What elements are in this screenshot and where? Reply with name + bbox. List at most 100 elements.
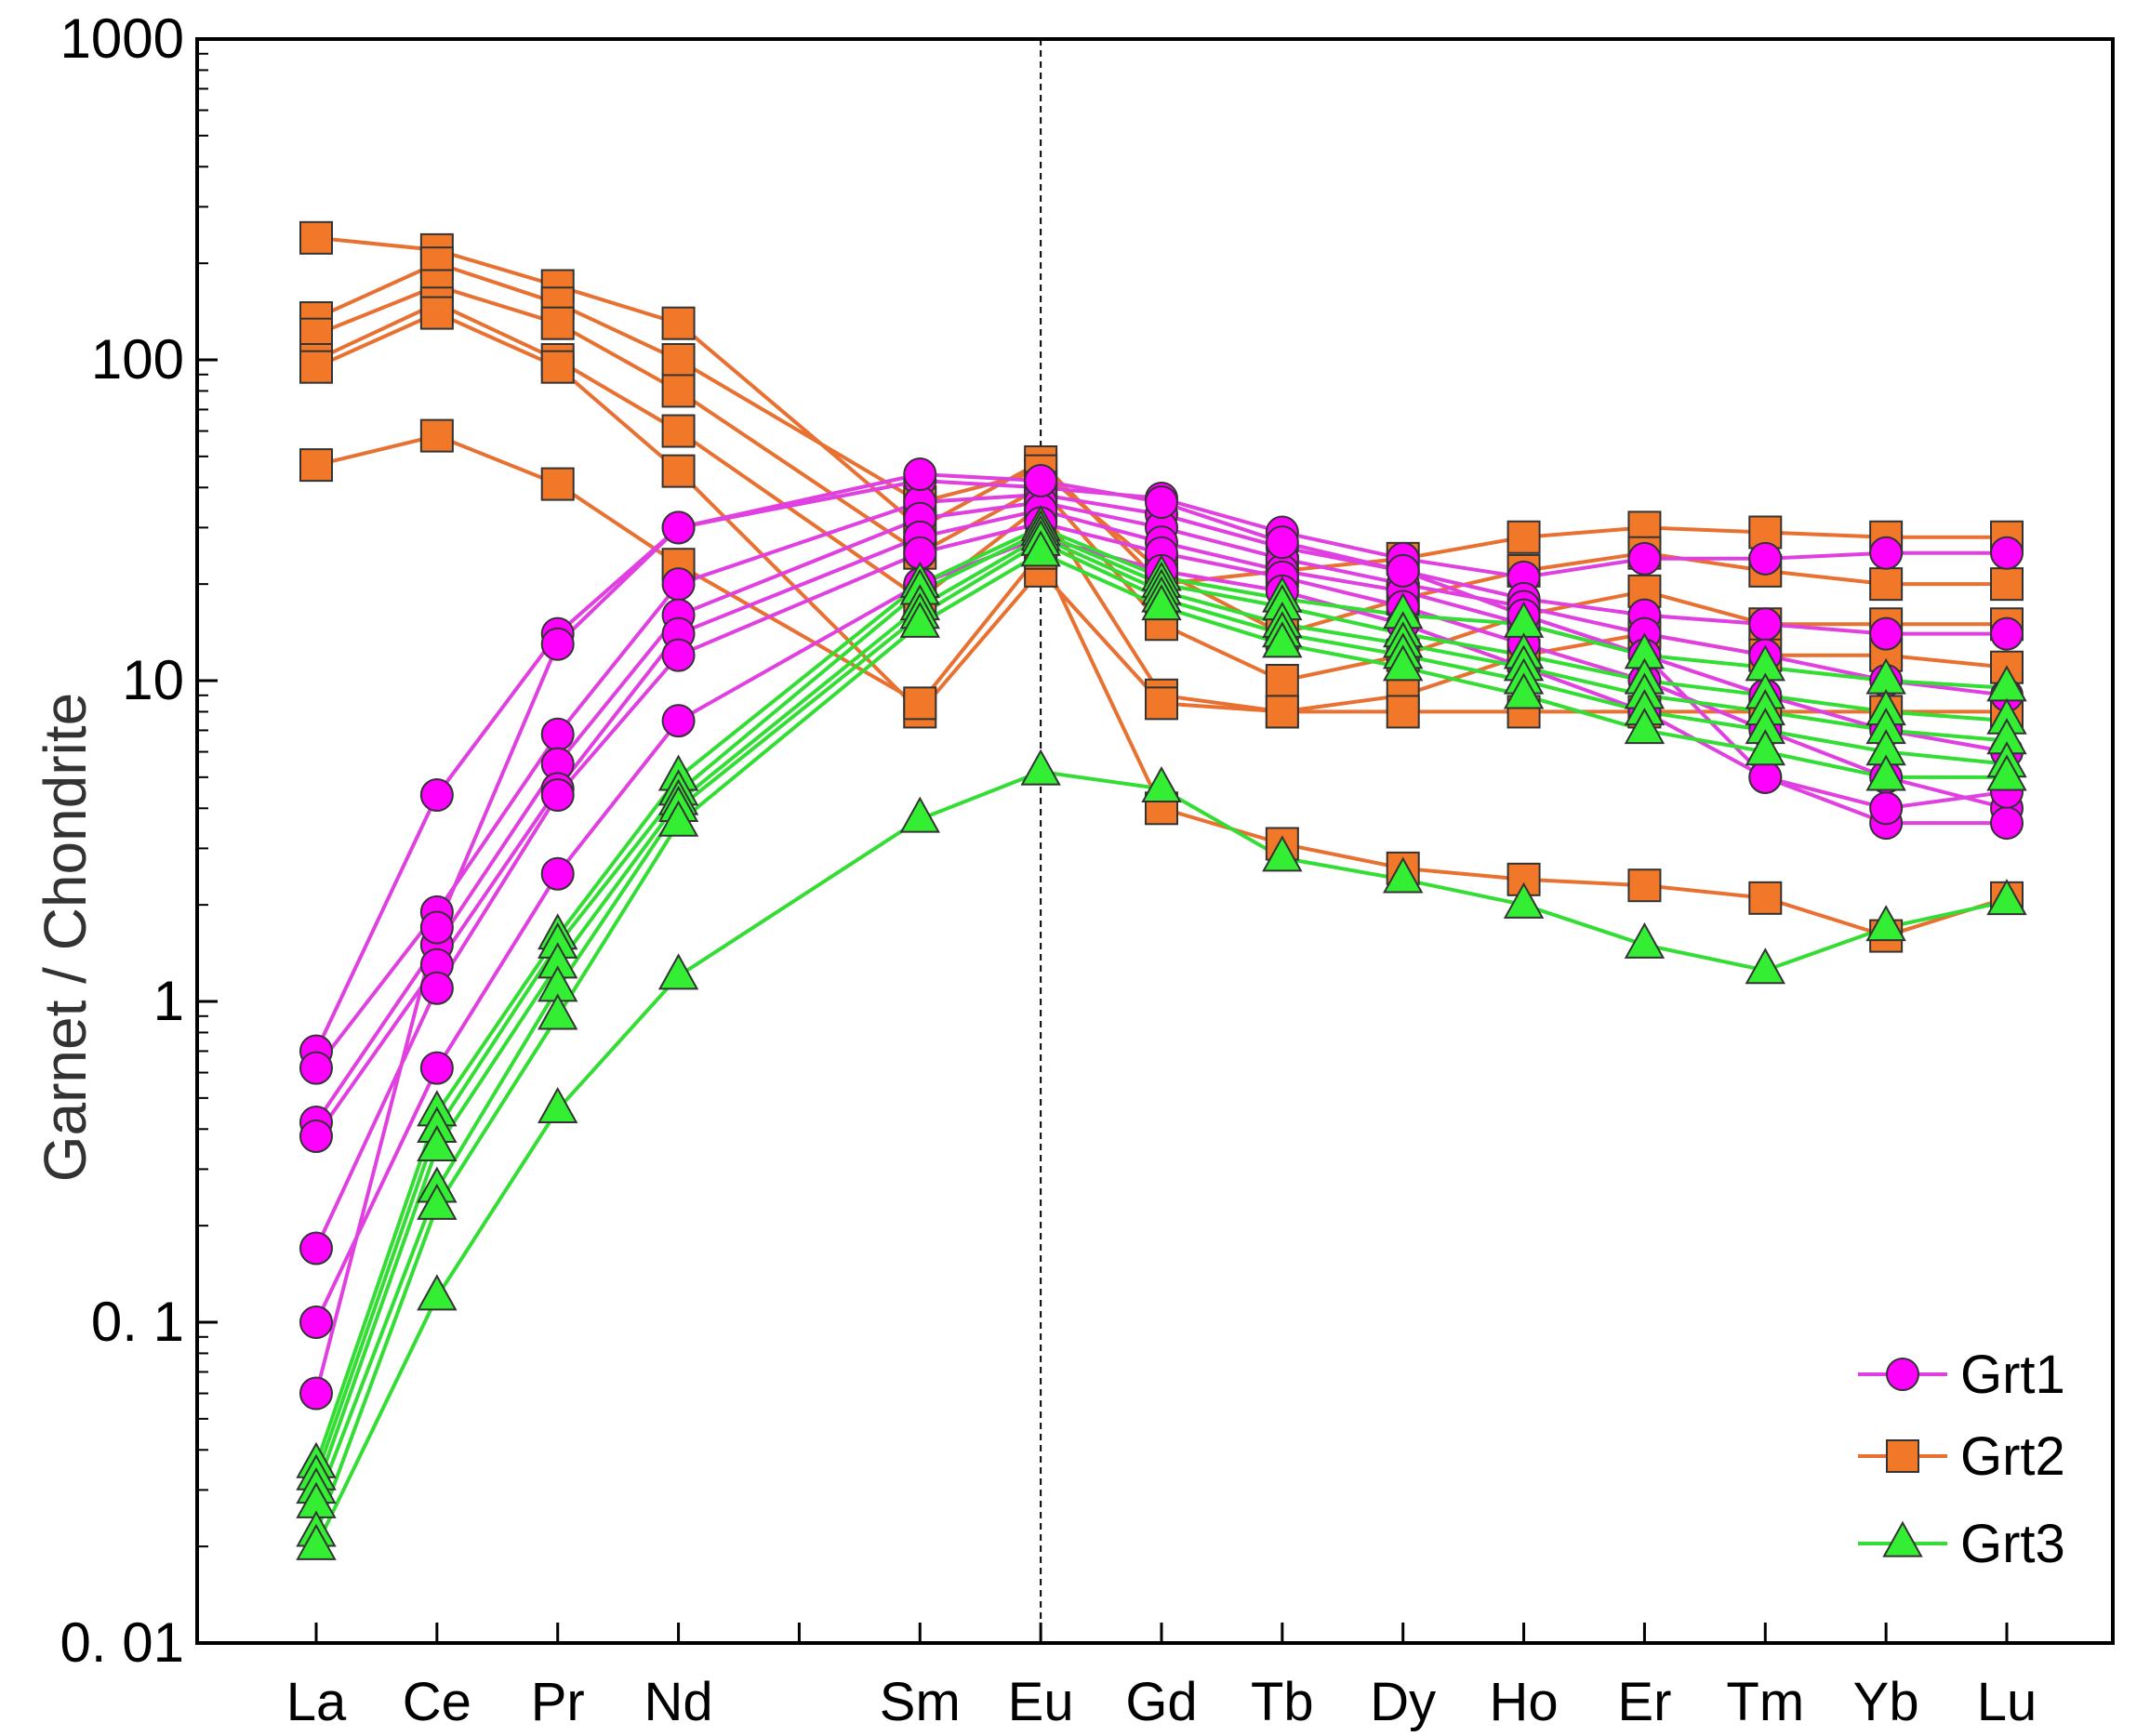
x-tick-label-tm: Tm	[1726, 1672, 1804, 1732]
grt3-series-5-point-gd	[1141, 584, 1182, 621]
legend-grt3-label: Grt3	[1960, 1514, 2065, 1574]
grt2-series-1-point-ho	[1506, 520, 1541, 554]
grt2-series-5-point-tb	[1265, 695, 1299, 729]
grt1-series-7-point-nd	[661, 510, 696, 545]
grt1-series-6-point-la	[299, 1305, 333, 1339]
grt1-series-1-point-tm	[1748, 541, 1783, 576]
grt1-series-3-line	[314, 500, 2008, 1124]
legend: Grt1 Grt2 Grt3	[1858, 1345, 2065, 1574]
grt2-series-5-line	[315, 311, 2007, 714]
grt3-series-6-point-pr	[538, 1086, 578, 1124]
grt3-series-5-point-er	[1624, 708, 1666, 745]
x-tick-label-yb: Yb	[1853, 1672, 1919, 1732]
grt1-series-2-point-lu	[1990, 616, 2024, 651]
grt2-series-6-line	[315, 433, 2008, 938]
data-markers	[296, 220, 2027, 1560]
y-axis-title: Garnet / Chondrite	[32, 693, 99, 1183]
grt1-series-1-line	[314, 479, 2007, 1053]
plot-frame	[195, 37, 2115, 1645]
grt3-series-6-point-lu	[1986, 879, 2027, 916]
grt3-series-2-line	[314, 530, 2008, 1478]
grt2-series-3-point-pr	[540, 306, 575, 340]
grt2-series-1-point-nd	[661, 306, 696, 340]
grt3-series-5-point-sm	[899, 601, 940, 638]
grt3-series-6-line	[314, 770, 2008, 1547]
x-tick-label-ce: Ce	[403, 1672, 471, 1732]
grt2-series-2-point-lu	[1990, 567, 2024, 602]
x-tick-label-tb: Tb	[1251, 1672, 1314, 1732]
grt3-series-5-point-ho	[1503, 672, 1545, 709]
grt2-series-6-point-sm	[903, 686, 937, 721]
grt1-series-5-point-la	[299, 1231, 333, 1266]
grt3-series-4-line	[314, 540, 2008, 1505]
grt2-series-4-point-nd	[661, 414, 696, 448]
grt2-series-2-point-nd	[661, 343, 696, 377]
y-tick-label: 0. 1	[91, 1291, 184, 1353]
y-tick-label: 1000	[60, 7, 184, 70]
grt3-series-6-point-eu	[1020, 749, 1061, 786]
grt2-series-1-point-la	[299, 220, 333, 255]
grt1-series-6-point-pr	[540, 856, 575, 891]
grt3-series-6-point-tm	[1745, 948, 1785, 985]
grt2-series-3-point-nd	[661, 374, 696, 408]
grt1-series-4-line	[314, 508, 2008, 1138]
grt3-series-6-point-gd	[1141, 765, 1182, 803]
grt1-series-1-point-er	[1627, 541, 1662, 576]
grt1-series-1-point-yb	[1869, 536, 1904, 570]
grt1-series-7-point-tm	[1748, 760, 1783, 794]
grt1-series-1-point-lu	[1990, 536, 2024, 570]
y-tick-label: 0. 01	[60, 1611, 184, 1674]
grt1-series-2-point-yb	[1869, 616, 1904, 651]
legend-grt2-marker	[1886, 1439, 1919, 1473]
grt3-series-5-point-pr	[538, 993, 578, 1030]
grt3-series-3-point-ce	[417, 1124, 458, 1161]
grt3-series-6-point-la	[296, 1523, 337, 1560]
grt1-series-2-line	[314, 493, 2007, 1069]
grt2-series-3-point-tb	[1265, 664, 1299, 697]
grt1-series-4-point-la	[299, 1119, 333, 1153]
y-tick-label: 10	[122, 649, 184, 711]
grt2-series-5-point-dy	[1386, 695, 1420, 729]
grt3-series-6-point-er	[1624, 921, 1666, 959]
grt1-series-7-point-pr	[540, 627, 575, 661]
grt1-series-7-line	[314, 472, 2008, 1395]
grt2-series-1-line	[315, 235, 2007, 587]
grt1-series-6-line	[314, 535, 2007, 1323]
x-tick-label-gd: Gd	[1125, 1672, 1197, 1732]
grt2-series-6-point-er	[1627, 868, 1662, 903]
grt3-series-6-point-dy	[1383, 856, 1424, 894]
grt2-series-5-point-la	[299, 350, 333, 384]
grt2-series-5-point-pr	[540, 350, 575, 384]
grt1-series-7-point-yb	[1869, 791, 1904, 826]
grt1-series-7-point-tb	[1265, 525, 1299, 560]
grt1-series-6-point-ce	[419, 1051, 454, 1085]
grt3-series-5-point-tm	[1745, 729, 1785, 766]
grt3-series-5-point-dy	[1383, 644, 1424, 682]
grt2-series-2-point-yb	[1869, 567, 1904, 602]
grt1-series-2-point-pr	[540, 717, 575, 751]
legend-grt1-marker	[1886, 1358, 1919, 1391]
grt1-series-5-point-pr	[540, 778, 575, 813]
grt1-series-5-line	[314, 521, 2008, 1250]
grt1-series-7-point-dy	[1386, 553, 1420, 588]
grt3-series-3-line	[314, 535, 2008, 1491]
grt3-series-5-point-yb	[1865, 754, 1906, 791]
grt3-series-6-point-ce	[417, 1274, 458, 1311]
grt3-series-5-point-eu	[1020, 530, 1061, 567]
grt1-series-2-point-la	[299, 1051, 333, 1085]
grt2-series-6-point-la	[299, 448, 333, 483]
x-tick-label-ho: Ho	[1489, 1672, 1558, 1732]
y-tick-label: 100	[91, 328, 184, 391]
grt2-series-3-line	[315, 284, 2007, 682]
grt3-series-5-point-nd	[657, 800, 699, 837]
grt3-series-5-point-tb	[1262, 621, 1303, 658]
grt2-series-5-point-ce	[419, 296, 454, 330]
x-tick-label-eu: Eu	[1008, 1672, 1074, 1732]
legend-grt3-marker	[1882, 1520, 1923, 1557]
grt3-series-1-line	[314, 525, 2008, 1465]
grt1-series-5-point-nd	[661, 638, 696, 672]
grt1-series-5-point-ce	[419, 971, 454, 1005]
grt2-series-2-line	[315, 261, 2007, 636]
